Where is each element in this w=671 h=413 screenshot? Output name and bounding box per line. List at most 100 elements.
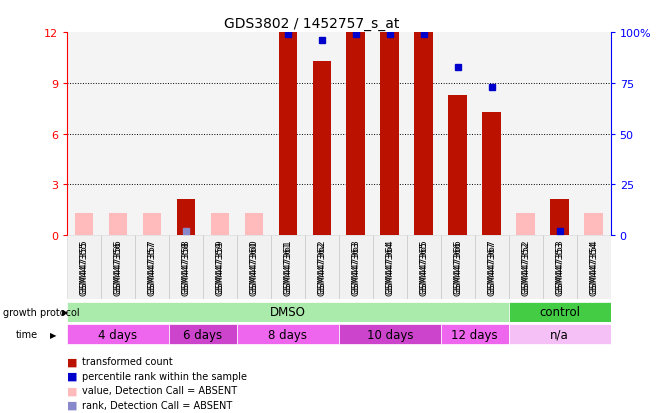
- Text: GSM447355: GSM447355: [80, 240, 89, 295]
- Bar: [67, 33, 101, 235]
- Bar: [576, 235, 611, 299]
- Text: GSM447353: GSM447353: [555, 239, 564, 293]
- Text: GSM447360: GSM447360: [250, 240, 258, 295]
- Text: GSM447358: GSM447358: [181, 240, 191, 295]
- Bar: [135, 33, 169, 235]
- Bar: [509, 33, 543, 235]
- Text: GSM447366: GSM447366: [453, 240, 462, 295]
- Bar: [169, 235, 203, 299]
- Text: 12 days: 12 days: [452, 328, 498, 341]
- Text: GSM447356: GSM447356: [113, 240, 123, 295]
- Bar: [543, 235, 576, 299]
- Bar: [67, 302, 509, 322]
- Bar: [441, 235, 474, 299]
- Text: GSM447364: GSM447364: [385, 240, 395, 295]
- Bar: [67, 235, 101, 299]
- Bar: [380, 33, 399, 235]
- Bar: [373, 235, 407, 299]
- Text: ■: ■: [67, 371, 78, 381]
- Text: GSM447357: GSM447357: [148, 239, 156, 293]
- Bar: [339, 33, 373, 235]
- Bar: [517, 214, 535, 235]
- Text: GSM447354: GSM447354: [589, 240, 598, 295]
- Text: GSM447367: GSM447367: [487, 240, 497, 295]
- Bar: [415, 33, 433, 235]
- Bar: [441, 325, 509, 344]
- Bar: [482, 112, 501, 235]
- Text: GSM447357: GSM447357: [148, 240, 156, 295]
- Bar: [101, 235, 135, 299]
- Bar: [543, 33, 576, 235]
- Text: GSM447365: GSM447365: [419, 239, 428, 293]
- Bar: [305, 33, 339, 235]
- Bar: [474, 235, 509, 299]
- Bar: [313, 62, 331, 235]
- Bar: [67, 325, 169, 344]
- Bar: [346, 33, 365, 235]
- Text: ▶: ▶: [50, 330, 56, 339]
- Bar: [245, 214, 263, 235]
- Text: GSM447365: GSM447365: [419, 240, 428, 295]
- Bar: [143, 214, 161, 235]
- Text: transformed count: transformed count: [82, 356, 172, 366]
- Text: ■: ■: [67, 385, 78, 395]
- Bar: [203, 33, 237, 235]
- Text: ■: ■: [67, 356, 78, 366]
- Text: ■: ■: [67, 400, 78, 410]
- Text: GSM447361: GSM447361: [283, 240, 293, 295]
- Text: GSM447366: GSM447366: [453, 239, 462, 293]
- Text: GSM447362: GSM447362: [317, 240, 326, 295]
- Bar: [135, 235, 169, 299]
- Bar: [176, 200, 195, 235]
- Bar: [271, 235, 305, 299]
- Text: control: control: [539, 305, 580, 318]
- Text: percentile rank within the sample: percentile rank within the sample: [82, 371, 247, 381]
- Text: ▶: ▶: [62, 307, 69, 316]
- Bar: [576, 33, 611, 235]
- Bar: [339, 325, 441, 344]
- Bar: [237, 33, 271, 235]
- Text: GSM447356: GSM447356: [113, 239, 123, 293]
- Text: GSM447367: GSM447367: [487, 239, 497, 293]
- Bar: [509, 325, 611, 344]
- Bar: [278, 33, 297, 235]
- Text: 4 days: 4 days: [99, 328, 138, 341]
- Bar: [448, 95, 467, 235]
- Text: GSM447355: GSM447355: [80, 239, 89, 293]
- Text: n/a: n/a: [550, 328, 569, 341]
- Text: GSM447358: GSM447358: [181, 239, 191, 293]
- Bar: [203, 235, 237, 299]
- Text: GSM447359: GSM447359: [215, 240, 225, 295]
- Bar: [211, 214, 229, 235]
- Bar: [509, 302, 611, 322]
- Text: GSM447364: GSM447364: [385, 239, 395, 293]
- Bar: [339, 235, 373, 299]
- Bar: [101, 33, 135, 235]
- Bar: [373, 33, 407, 235]
- Text: GSM447354: GSM447354: [589, 239, 598, 293]
- Text: GSM447362: GSM447362: [317, 239, 326, 293]
- Text: GSM447352: GSM447352: [521, 240, 530, 295]
- Text: GSM447361: GSM447361: [283, 239, 293, 293]
- Text: GSM447363: GSM447363: [352, 239, 360, 293]
- Text: 6 days: 6 days: [183, 328, 223, 341]
- Text: GSM447353: GSM447353: [555, 240, 564, 295]
- Bar: [474, 33, 509, 235]
- Bar: [550, 200, 569, 235]
- Text: 8 days: 8 days: [268, 328, 307, 341]
- Title: GDS3802 / 1452757_s_at: GDS3802 / 1452757_s_at: [224, 17, 399, 31]
- Bar: [237, 325, 339, 344]
- Bar: [407, 33, 441, 235]
- Bar: [109, 214, 127, 235]
- Text: GSM447359: GSM447359: [215, 239, 225, 293]
- Text: rank, Detection Call = ABSENT: rank, Detection Call = ABSENT: [82, 400, 232, 410]
- Bar: [237, 235, 271, 299]
- Bar: [271, 33, 305, 235]
- Text: growth protocol: growth protocol: [3, 307, 80, 317]
- Text: GSM447360: GSM447360: [250, 239, 258, 293]
- Text: time: time: [15, 330, 38, 339]
- Bar: [169, 33, 203, 235]
- Bar: [305, 235, 339, 299]
- Text: GSM447352: GSM447352: [521, 239, 530, 293]
- Bar: [441, 33, 474, 235]
